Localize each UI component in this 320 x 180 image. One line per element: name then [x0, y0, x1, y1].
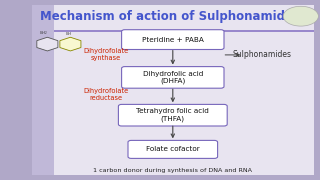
Text: Dihydrofolate
synthase: Dihydrofolate synthase — [83, 48, 128, 61]
Polygon shape — [60, 37, 81, 51]
Bar — [54, 30, 314, 32]
Text: $NH_2$: $NH_2$ — [38, 30, 48, 37]
Text: Dihydrofolate
reductase: Dihydrofolate reductase — [83, 88, 128, 101]
Bar — [32, 5, 54, 175]
Text: Mechanism of action of Sulphonamide: Mechanism of action of Sulphonamide — [40, 10, 293, 23]
FancyBboxPatch shape — [128, 140, 218, 158]
Text: Tetrahydro folic acid
(THFA): Tetrahydro folic acid (THFA) — [136, 108, 209, 122]
Text: $NH$: $NH$ — [65, 30, 73, 37]
Text: Dihydrofolic acid
(DHFA): Dihydrofolic acid (DHFA) — [143, 71, 203, 84]
Text: Sulphonamides: Sulphonamides — [233, 50, 292, 59]
FancyBboxPatch shape — [122, 67, 224, 88]
FancyBboxPatch shape — [118, 104, 227, 126]
Text: 1 carbon donor during synthesis of DNA and RNA: 1 carbon donor during synthesis of DNA a… — [93, 168, 252, 173]
Circle shape — [283, 6, 318, 26]
Text: Folate cofactor: Folate cofactor — [146, 146, 200, 152]
FancyBboxPatch shape — [122, 30, 224, 50]
Text: Pteridine + PABA: Pteridine + PABA — [142, 37, 204, 43]
FancyBboxPatch shape — [32, 5, 314, 175]
Polygon shape — [37, 37, 58, 51]
